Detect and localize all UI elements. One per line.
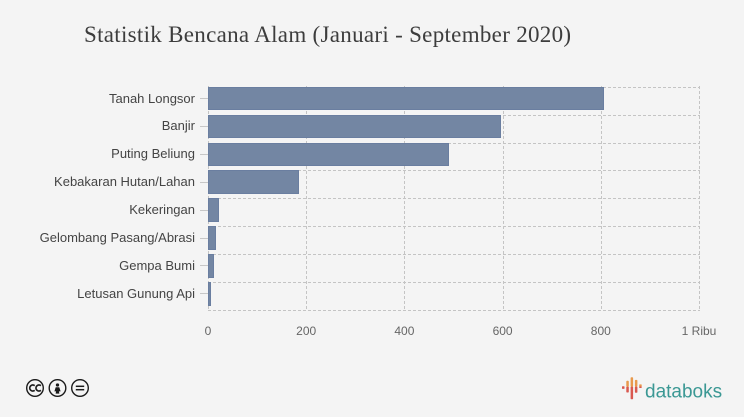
svg-text:databoks: databoks [645, 382, 722, 403]
